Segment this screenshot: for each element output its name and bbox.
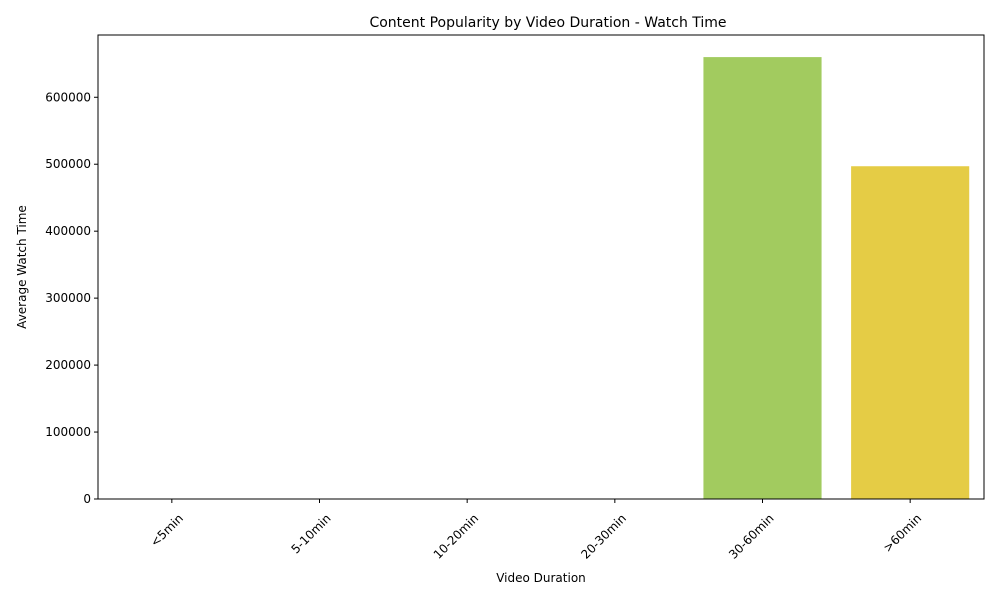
y-tick-label: 400000 <box>45 224 91 238</box>
y-tick-label: 100000 <box>45 425 91 439</box>
y-tick-label: 0 <box>83 492 91 506</box>
y-tick-label: 300000 <box>45 291 91 305</box>
y-axis-label: Average Watch Time <box>15 205 29 329</box>
chart-title: Content Popularity by Video Duration - W… <box>369 15 726 31</box>
y-tick-label: 500000 <box>45 157 91 171</box>
y-tick-label: 600000 <box>45 90 91 104</box>
x-tick-label: 10-20min <box>431 511 482 562</box>
x-axis-label: Video Duration <box>496 571 586 585</box>
plot-frame <box>97 34 985 500</box>
y-tick-label: 200000 <box>45 358 91 372</box>
bar-4 <box>703 57 822 499</box>
bar-5 <box>851 166 970 499</box>
x-tick-label: >60min <box>880 511 924 555</box>
y-axis: 0 100000 200000 300000 400000 500000 600000 <box>45 90 98 506</box>
x-tick-label: 20-30min <box>578 511 629 562</box>
x-tick-label: 30-60min <box>726 511 777 562</box>
x-tick-label: <5min <box>148 511 186 549</box>
x-axis: <5min 5-10min 10-20min 20-30min 30-60min >60m… <box>148 499 924 562</box>
x-tick-label: 5-10min <box>288 511 333 556</box>
bars-group <box>703 57 970 499</box>
